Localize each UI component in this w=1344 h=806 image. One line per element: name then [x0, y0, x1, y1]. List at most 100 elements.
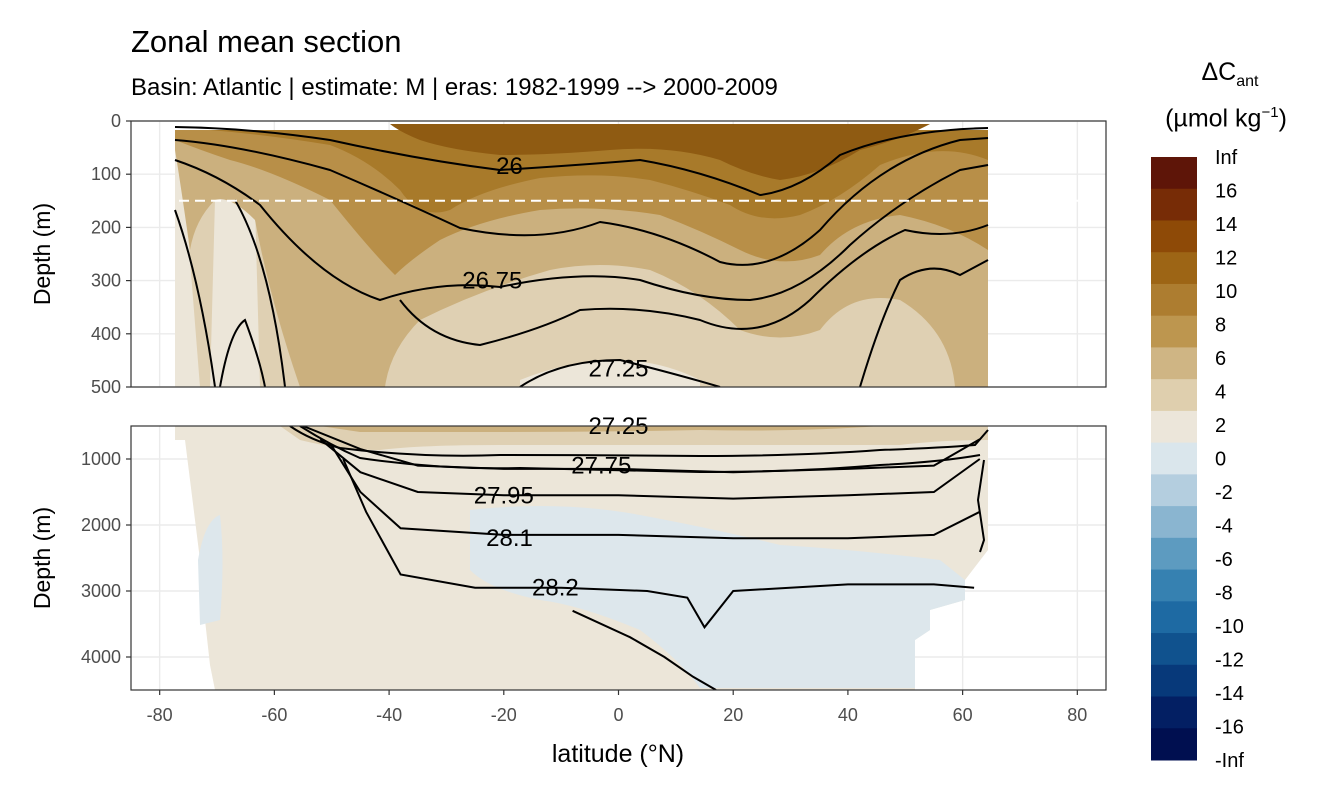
fill-band-4-6 — [320, 426, 880, 432]
y-axis-label-upper: Depth (m) — [29, 203, 55, 305]
legend-swatch — [1151, 474, 1197, 507]
lower-isopycnal-north-edge — [976, 459, 986, 553]
fill-band-neg2-0 — [198, 506, 965, 688]
legend-swatch — [1151, 157, 1197, 190]
upper-panel: 26 26.75 27.25 — [130, 120, 1107, 388]
upper-isopycnal-4 — [174, 199, 989, 387]
x-tick-label: 60 — [953, 705, 973, 725]
contour-label: 28.2 — [532, 575, 579, 602]
upper-panel-border — [130, 120, 1107, 388]
contour-label: 27.75 — [571, 453, 631, 480]
legend-swatch — [1151, 379, 1197, 412]
legend-break-label: -4 — [1215, 516, 1233, 538]
color-legend: Inf 16 14 12 10 8 6 4 2 0 -2 -4 -6 -8 -10 -12 -14 -16 -Inf — [1151, 147, 1244, 772]
legend-title-main: ΔC — [1201, 58, 1237, 86]
contour-label: 26 — [496, 153, 523, 180]
legend-break-label: -2 — [1215, 482, 1233, 504]
contour-label: 27.25 — [588, 355, 648, 382]
legend-swatch — [1151, 220, 1197, 253]
upper-isopycnals — [174, 126, 989, 387]
y-tick-label: 2000 — [81, 515, 121, 535]
fill-band-0-2 — [175, 150, 700, 387]
chart-subtitle: Basin: Atlantic | estimate: M | eras: 19… — [131, 74, 778, 101]
lower-isopycnal-upper-2 — [299, 426, 981, 474]
legend-swatch — [1151, 728, 1197, 761]
lower-isopycnals — [302, 426, 981, 690]
legend-swatch — [1151, 696, 1197, 729]
isopycnal-line — [342, 458, 975, 630]
legend-break-label: -12 — [1215, 650, 1244, 672]
upper-isopycnal-2 — [174, 137, 989, 266]
lower-isopycnal-top — [289, 426, 989, 458]
legend-units-close: ) — [1278, 104, 1287, 133]
legend-break-label: 2 — [1215, 415, 1226, 437]
legend-break-label: -Inf — [1215, 750, 1244, 772]
legend-swatch — [1151, 537, 1197, 571]
x-tick-label: -60 — [261, 705, 287, 725]
legend-units-sup: −1 — [1261, 104, 1279, 121]
legend-break-label: -8 — [1215, 583, 1233, 605]
legend-title: ΔCant — [1165, 58, 1295, 91]
legend-swatch — [1151, 442, 1197, 475]
legend-break-label: Inf — [1215, 147, 1238, 169]
y-tick-label: 200 — [91, 217, 121, 237]
y-tick-label: 300 — [91, 271, 121, 291]
upper-isopycnal-5 — [219, 259, 989, 387]
legend-break-label: -16 — [1215, 717, 1244, 739]
legend-swatch — [1151, 347, 1197, 380]
legend-break-label: 10 — [1215, 281, 1237, 303]
contour-label: 26.75 — [462, 268, 522, 295]
y-tick-label: 400 — [91, 324, 121, 344]
legend-units: (µmol kg−1) — [1146, 104, 1306, 133]
legend-break-label: -6 — [1215, 549, 1233, 571]
x-axis: -80 -60 -40 -20 0 20 40 60 80 — [147, 690, 1087, 725]
x-tick-label: 80 — [1067, 705, 1087, 725]
y-tick-label: 500 — [91, 377, 121, 397]
legend-swatch — [1151, 283, 1197, 317]
legend-swatch — [1151, 633, 1197, 666]
y-tick-label: 100 — [91, 164, 121, 184]
isopycnal-line — [302, 426, 981, 474]
y-axes: 0 100 200 300 400 500 1000 2000 3000 4000 — [81, 111, 131, 667]
legend-break-label: 14 — [1215, 214, 1237, 236]
x-axis-label: latitude (°N) — [552, 740, 684, 768]
legend-break-label: -14 — [1215, 683, 1244, 705]
legend-break-label: 12 — [1215, 248, 1237, 270]
x-tick-label: 0 — [613, 705, 623, 725]
y-tick-label: 1000 — [81, 449, 121, 469]
x-tick-label: 40 — [838, 705, 858, 725]
contour-label: 28.1 — [486, 525, 533, 552]
upper-contour-labels: 26 26.75 27.25 — [462, 153, 648, 382]
legend-break-label: 8 — [1215, 315, 1226, 337]
legend-swatch — [1151, 601, 1197, 634]
upper-fill — [175, 124, 988, 387]
y-tick-label: 3000 — [81, 581, 121, 601]
lower-extra-lines — [289, 426, 989, 553]
y-tick-label: 0 — [111, 111, 121, 131]
legend-swatch — [1151, 569, 1197, 602]
legend-break-label: 16 — [1215, 181, 1237, 203]
legend-break-label: 6 — [1215, 348, 1226, 370]
x-tick-label: -20 — [491, 705, 517, 725]
isopycnal-line — [330, 445, 981, 540]
contour-label: 27.95 — [474, 482, 534, 509]
legend-units-text: (µmol kg — [1165, 104, 1262, 133]
legend-swatch — [1151, 664, 1197, 698]
legend-break-label: 4 — [1215, 382, 1226, 404]
x-tick-label: -40 — [376, 705, 402, 725]
isopycnal-line — [319, 438, 981, 500]
upper-isopycnal-1 — [174, 126, 989, 197]
y-tick-label: 4000 — [81, 647, 121, 667]
legend-title-sub: ant — [1236, 73, 1259, 90]
legend-swatch — [1151, 188, 1197, 221]
upper-isopycnal-3 — [174, 159, 989, 302]
x-tick-label: -80 — [147, 705, 173, 725]
legend-break-label: -10 — [1215, 616, 1244, 638]
fill-band-10-12 — [390, 124, 930, 180]
lower-fill — [175, 426, 988, 690]
y-axis-label-lower: Depth (m) — [29, 507, 55, 609]
chart-title: Zonal mean section — [131, 24, 402, 59]
x-tick-label: 20 — [723, 705, 743, 725]
